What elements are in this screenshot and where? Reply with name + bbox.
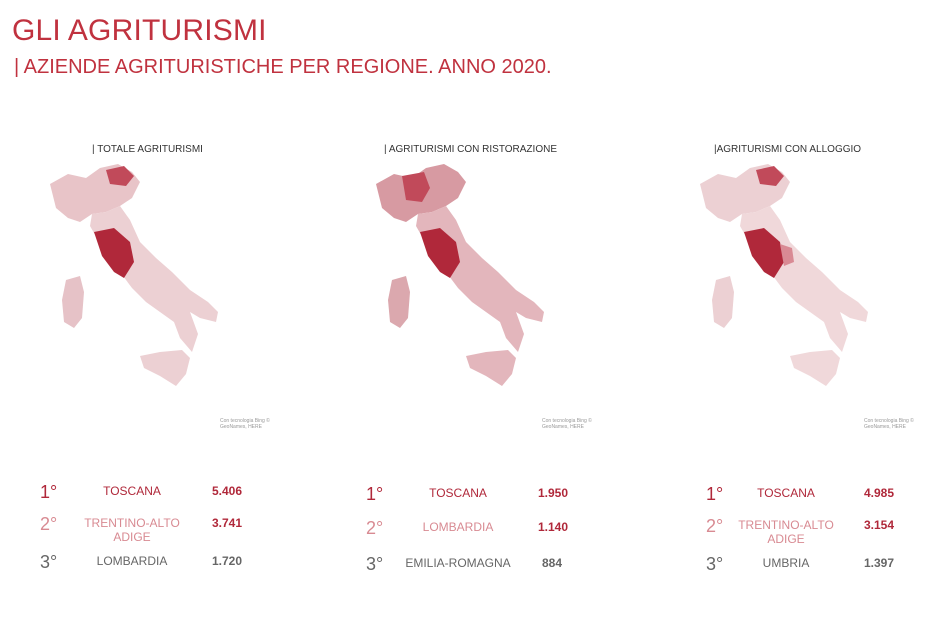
ranking-row: 2° TRENTINO-ALTO ADIGE 3.154 [706,516,926,546]
region-value: 1.397 [864,556,895,570]
ranking-row: 1° TOSCANA 1.950 [366,484,586,514]
region-value: 3.741 [212,516,243,530]
region-value: 1.720 [212,554,243,568]
region-name: LOMBARDIA [96,554,168,568]
region-value: 4.985 [864,486,895,500]
panel-title: |AGRITURISMI CON ALLOGGIO [714,144,862,155]
rank-label: 1° [706,484,724,504]
region-toscana [94,228,134,278]
region-name: UMBRIA [762,556,810,570]
region-name: LOMBARDIA [422,520,494,534]
italy-map [50,164,218,386]
ranking-row: 2° LOMBARDIA 1.140 [366,518,586,548]
region-toscana [420,228,460,278]
region-value: 884 [542,556,563,570]
ranking-row: 2° TRENTINO-ALTO ADIGE 3.741 [40,514,260,544]
rank-label: 2° [40,514,58,534]
region-value: 1.140 [538,520,569,534]
panel-title: | AGRITURISMI CON RISTORAZIONE [384,144,557,155]
region-name: EMILIA-ROMAGNA [405,556,511,570]
rank-label: 2° [366,518,384,538]
ranking-row: 3° LOMBARDIA 1.720 [40,552,260,582]
region-name: TOSCANA [757,486,815,500]
region-trentino [756,166,784,186]
page-title: GLI AGRITURISMI [12,14,267,47]
panel-alloggio: |AGRITURISMI CON ALLOGGIO Con tecnologia… [690,140,932,580]
italy-map [700,164,868,386]
map-credit: Con tecnologia Bing © GeoNames, HERE [220,418,270,430]
rank-label: 3° [706,554,724,574]
ranking-row: 1° TOSCANA 4.985 [706,484,926,514]
region-toscana [744,228,784,278]
ranking-row: 3° EMILIA-ROMAGNA 884 [366,554,586,584]
region-name: TOSCANA [429,486,487,500]
rank-label: 1° [366,484,384,504]
region-value: 1.950 [538,486,569,500]
rank-label: 2° [706,516,724,536]
map-credit: Con tecnologia Bing © GeoNames, HERE [542,418,592,430]
region-name: TOSCANA [103,484,161,498]
panel-totale: | TOTALE AGRITURISMI Con tecnologia Bing… [40,140,340,580]
rank-label: 3° [40,552,58,572]
rank-label: 3° [366,554,384,574]
ranking-row: 1° TOSCANA 5.406 [40,482,260,512]
panel-ristorazione: | AGRITURISMI CON RISTORAZIONE Con tecno… [366,140,666,580]
region-value: 3.154 [864,518,895,532]
region-name: TRENTINO-ALTO ADIGE [84,516,180,544]
region-value: 5.406 [212,484,243,498]
map-credit: Con tecnologia Bing © GeoNames, HERE [864,418,914,430]
region-name: TRENTINO-ALTO ADIGE [738,518,834,546]
page-subtitle: | AZIENDE AGRITURISTICHE PER REGIONE. AN… [14,56,552,78]
ranking-row: 3° UMBRIA 1.397 [706,554,926,584]
rank-label: 1° [40,482,58,502]
italy-map [376,164,544,386]
region-lombardia [402,172,430,202]
panel-title: | TOTALE AGRITURISMI [92,144,203,155]
region-trentino [106,166,134,186]
region-umbria [780,244,794,266]
